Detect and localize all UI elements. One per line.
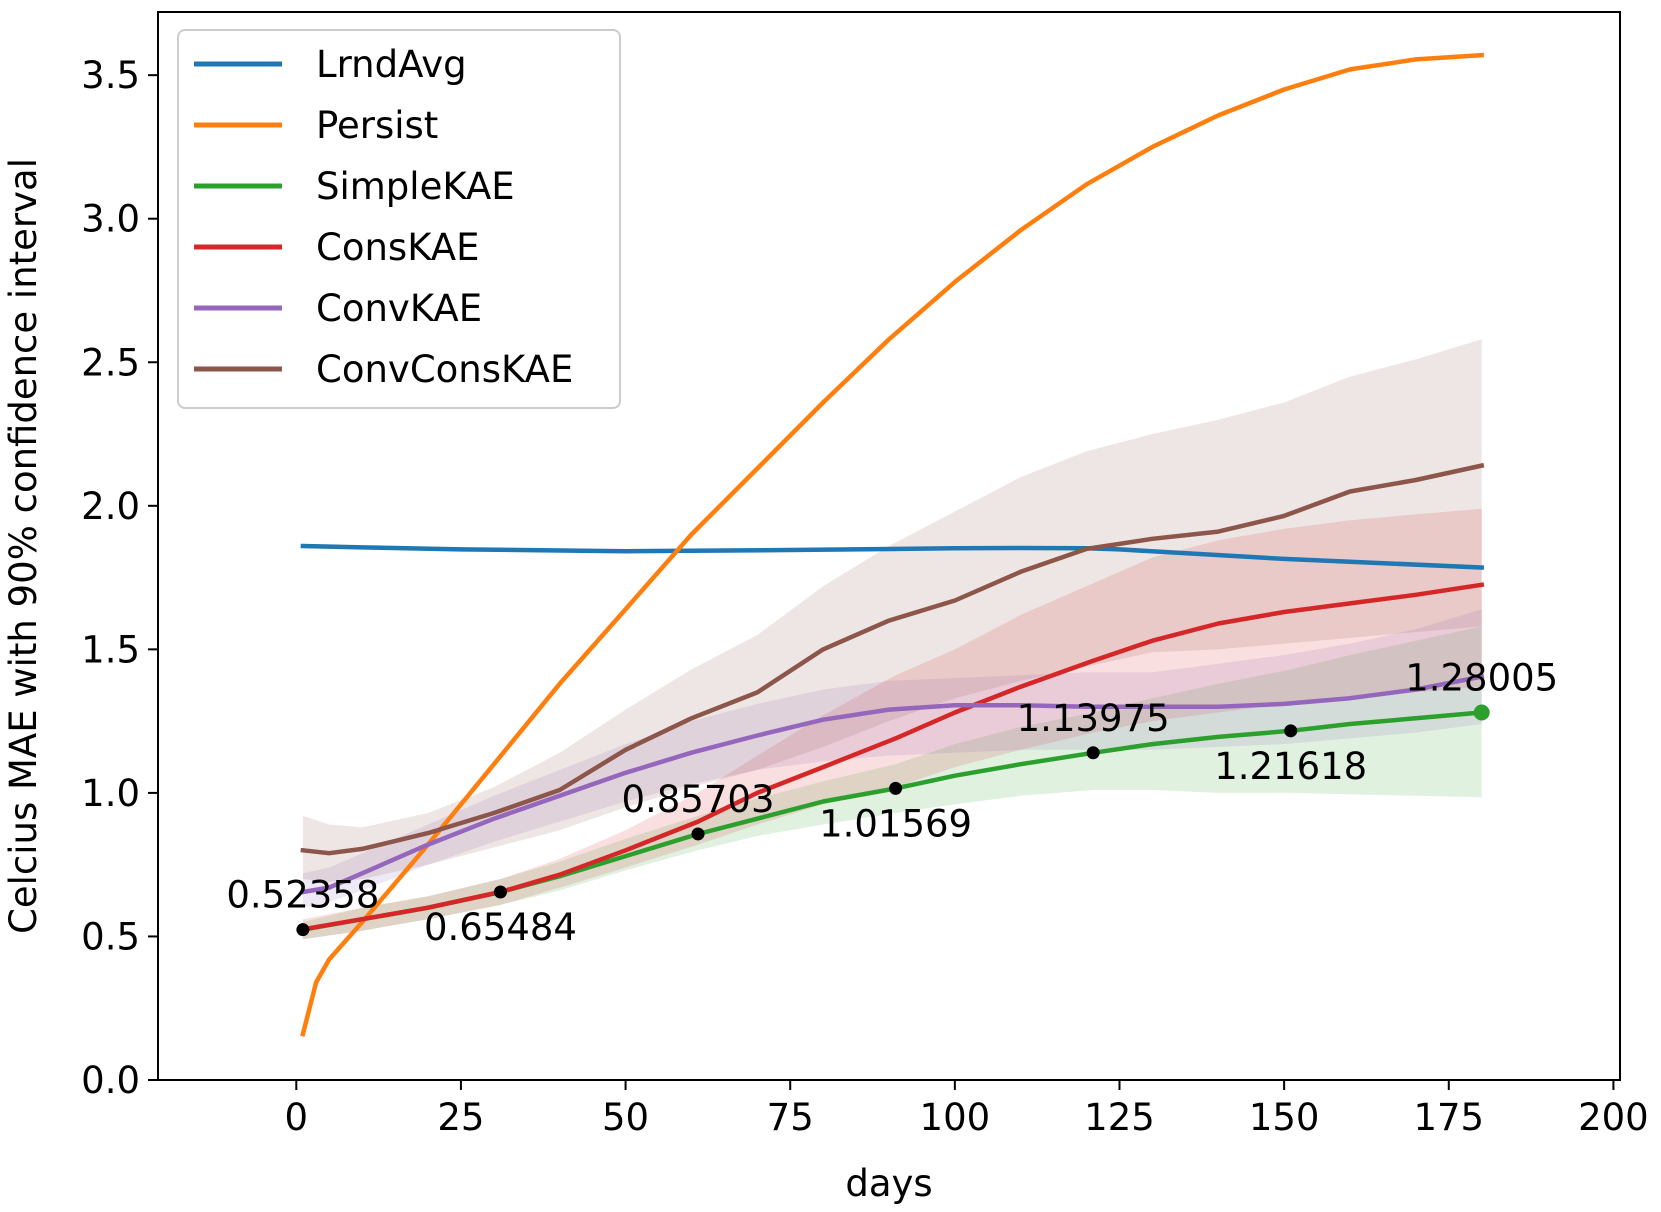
y-tick-label: 3.5 <box>81 54 140 97</box>
annotation-label: 0.52358 <box>226 874 379 917</box>
legend-label-convkae: ConvKAE <box>316 287 482 330</box>
persist-line <box>300 52 1485 1037</box>
annotation-marker <box>1284 724 1298 738</box>
convkae-confidence-band <box>302 609 1482 908</box>
legend: LrndAvg Persist SimpleKAE ConsKAE ConvKAE Con… <box>177 29 621 409</box>
plot-frame <box>157 11 1621 1081</box>
annotations: 0.52358 0.65484 0.85703 1.01569 1.13975 1.216… <box>226 657 1558 949</box>
legend-label-persist: Persist <box>316 104 438 147</box>
conskae-confidence-band <box>302 508 1482 940</box>
x-tick-label: 50 <box>602 1096 649 1139</box>
legend-label-convconskae: ConvConsKAE <box>316 348 573 391</box>
y-tick-label: 0.0 <box>81 1059 140 1102</box>
x-tick-label: 0 <box>285 1096 309 1139</box>
y-tick-label: 2.0 <box>81 485 140 528</box>
legend-box <box>177 29 621 409</box>
y-axis-title: Celcius MAE with 90% confidence interval <box>2 158 45 934</box>
annotation-label: 0.85703 <box>622 778 775 821</box>
y-tick-label: 0.5 <box>81 915 140 958</box>
x-tick-label: 25 <box>437 1096 484 1139</box>
annotation-label: 1.28005 <box>1405 657 1558 700</box>
annotation-label: 1.21618 <box>1214 745 1367 788</box>
y-tick-label: 3.0 <box>81 198 140 241</box>
annotation-marker <box>691 827 705 841</box>
convkae-line <box>300 673 1485 895</box>
legend-label-simplekae: SimpleKAE <box>316 165 515 208</box>
x-tick-label: 125 <box>1084 1096 1155 1139</box>
annotation-marker <box>493 885 507 899</box>
annotation-label: 1.01569 <box>819 802 972 845</box>
x-axis-title: days <box>845 1162 932 1205</box>
x-tick-label: 100 <box>920 1096 991 1139</box>
legend-label-lrndavg: LrndAvg <box>316 43 467 86</box>
annotation-label: 0.65484 <box>424 906 577 949</box>
legend-label-conskae: ConsKAE <box>316 226 480 269</box>
x-tick-label: 200 <box>1578 1096 1649 1139</box>
y-tick-label: 1.5 <box>81 628 140 671</box>
y-tick-label: 1.0 <box>81 772 140 815</box>
annotation-marker <box>1473 704 1490 721</box>
convconskae-confidence-band <box>302 339 1482 882</box>
convconskae-line <box>300 462 1485 856</box>
axes: 0 25 50 75 100 125 150 175 200 0.0 0.5 1.0 1.5 2.0 2.5… <box>81 11 1649 1139</box>
annotation-marker <box>1086 746 1100 760</box>
annotation-label: 1.13975 <box>1017 697 1170 740</box>
x-tick-label: 175 <box>1413 1096 1484 1139</box>
x-tick-label: 150 <box>1249 1096 1320 1139</box>
x-tick-label: 75 <box>767 1096 814 1139</box>
lrndavg-line <box>300 543 1485 570</box>
y-tick-label: 2.5 <box>81 341 140 384</box>
annotation-marker <box>889 781 903 795</box>
annotation-marker <box>296 923 310 937</box>
